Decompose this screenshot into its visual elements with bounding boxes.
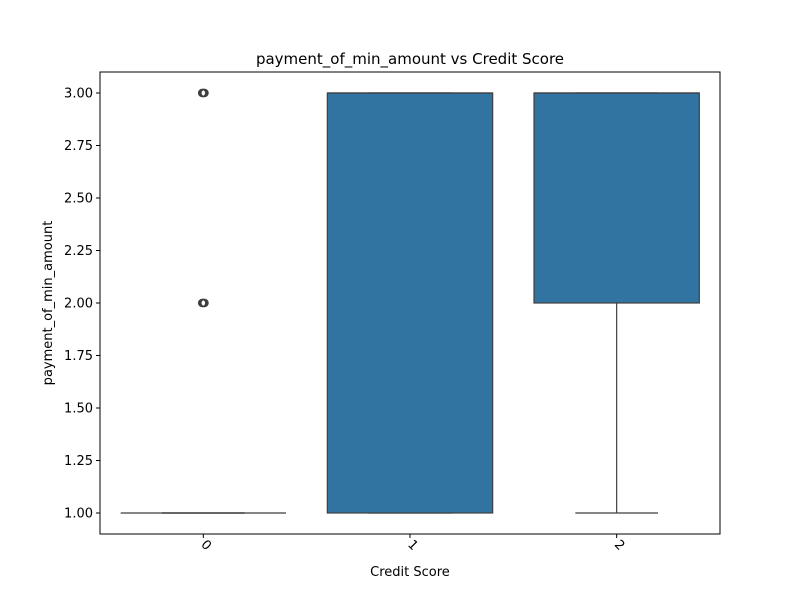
x-tick-label: 2 bbox=[611, 537, 627, 553]
x-axis-label: Credit Score bbox=[370, 565, 450, 580]
box-group-1 bbox=[326, 92, 494, 514]
x-axis: 0 1 2 bbox=[198, 534, 627, 554]
y-tick-label: 2.00 bbox=[64, 297, 93, 312]
y-tick-label: 2.50 bbox=[64, 192, 93, 207]
plot-area bbox=[120, 88, 700, 514]
y-tick-label: 1.75 bbox=[64, 349, 93, 364]
y-tick-label: 2.75 bbox=[64, 139, 93, 154]
x-tick-label: 0 bbox=[198, 537, 214, 553]
box-group-2 bbox=[533, 92, 700, 514]
y-tick-label: 2.25 bbox=[64, 244, 93, 259]
outlier-point bbox=[200, 88, 209, 98]
y-tick-label: 3.00 bbox=[64, 87, 93, 102]
box bbox=[533, 92, 700, 304]
x-tick-label: 1 bbox=[404, 537, 420, 553]
y-axis-label: payment_of_min_amount bbox=[41, 221, 56, 386]
chart-title: payment_of_min_amount vs Credit Score bbox=[256, 50, 564, 69]
outlier-point bbox=[200, 298, 209, 308]
y-tick-label: 1.00 bbox=[64, 507, 93, 522]
box bbox=[326, 92, 494, 514]
box-group-0 bbox=[120, 88, 286, 514]
y-tick-label: 1.50 bbox=[64, 402, 93, 417]
y-tick-label: 1.25 bbox=[64, 454, 93, 469]
y-axis: 1.00 1.25 1.50 1.75 2.00 2.25 2.50 2.75 3.00 bbox=[64, 87, 100, 522]
